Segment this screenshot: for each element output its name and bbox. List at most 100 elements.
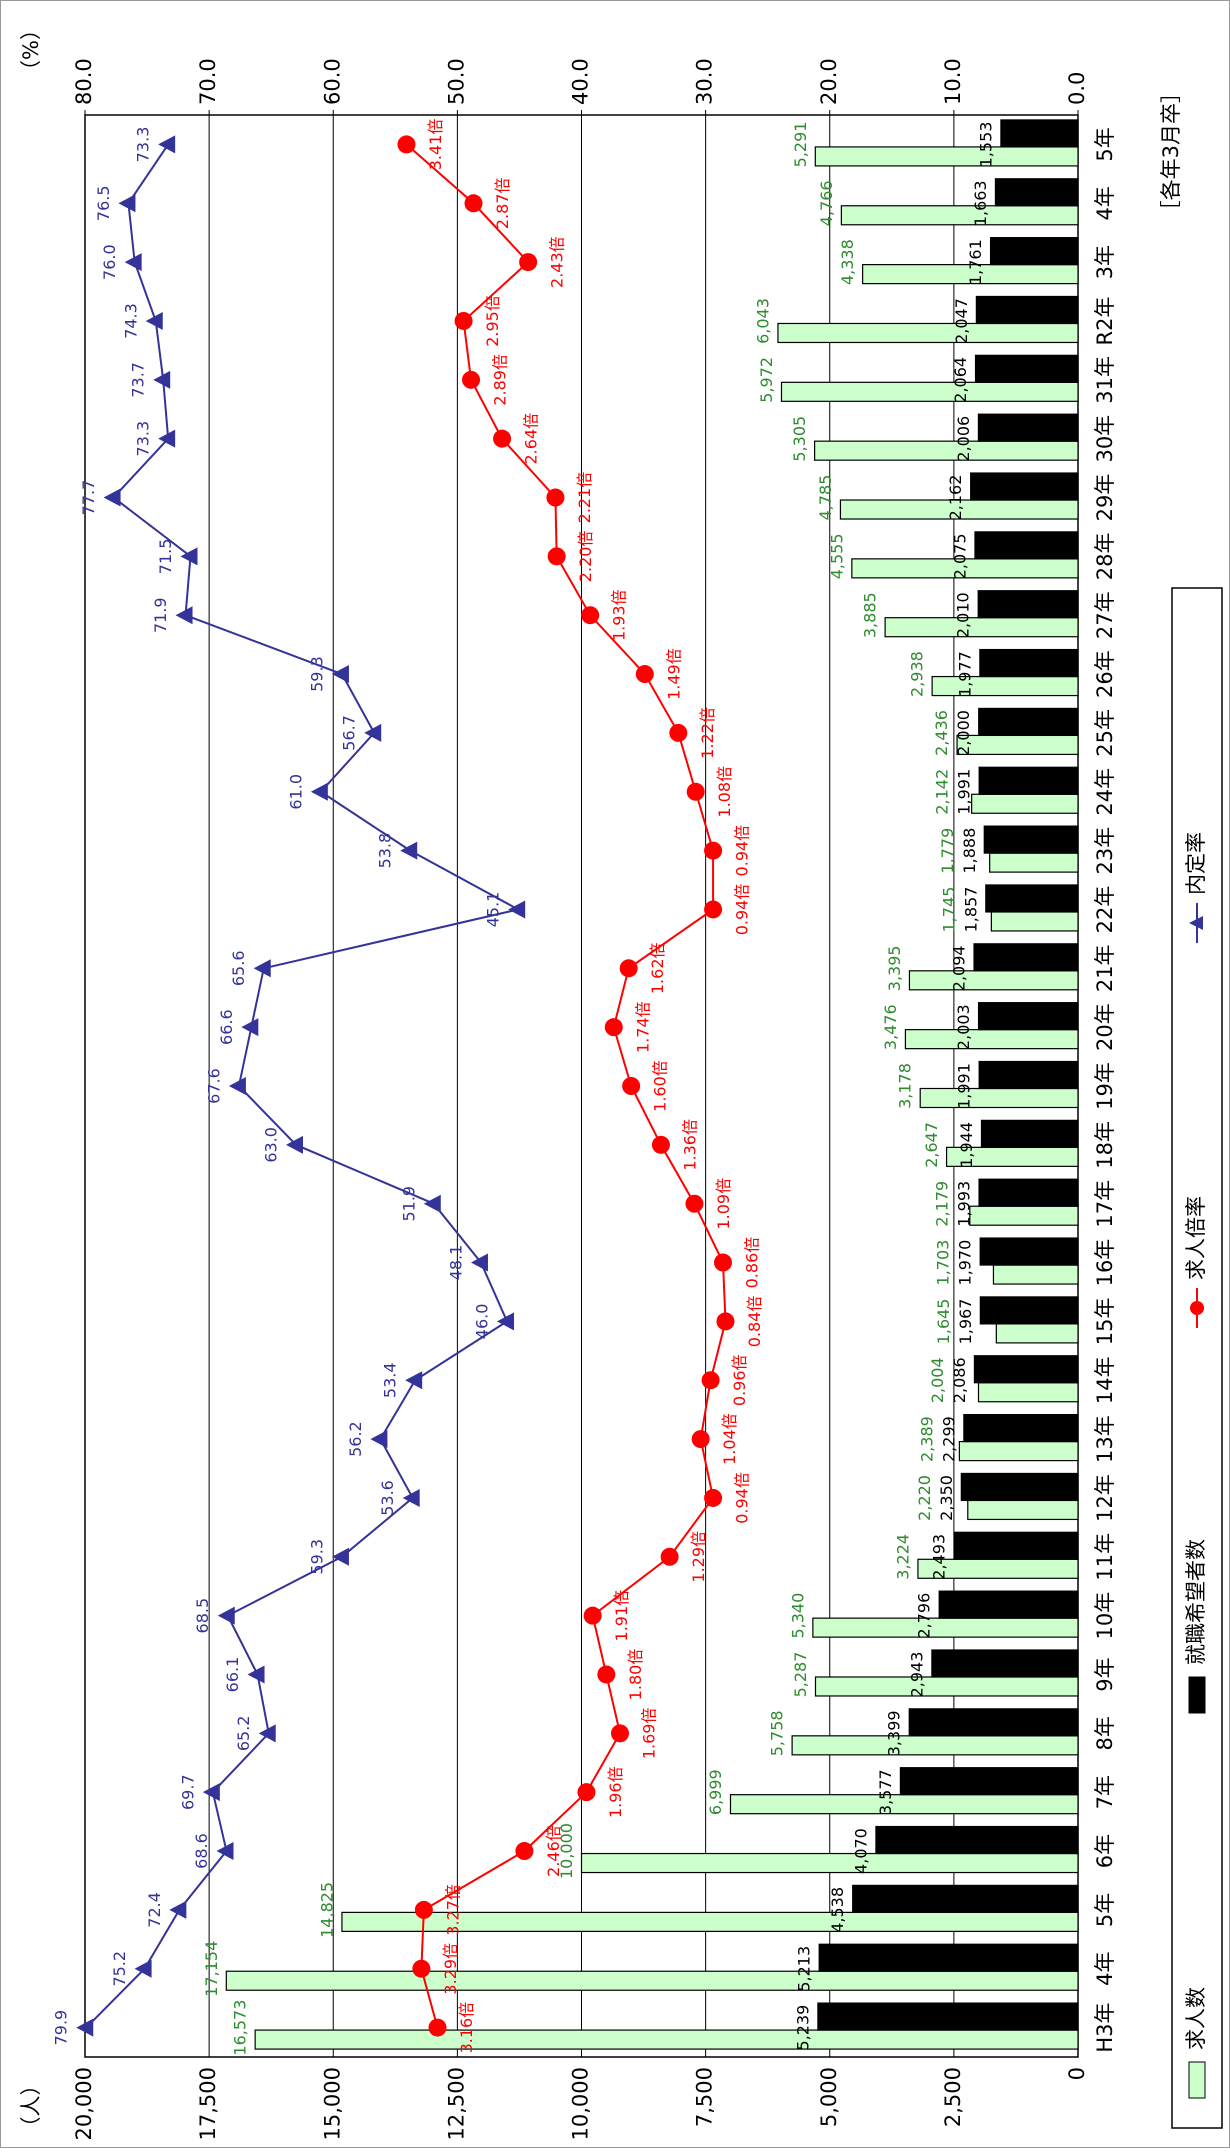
bar bbox=[977, 1382, 1079, 1403]
marker bbox=[497, 1312, 515, 1331]
x-tick-label: 30年 bbox=[1093, 415, 1117, 463]
data-label: 4,766 bbox=[817, 180, 836, 226]
data-label: 2,162 bbox=[946, 475, 965, 521]
data-label: 69.7 bbox=[178, 1774, 197, 1810]
y-tick-label: 7,500 bbox=[693, 2067, 717, 2127]
x-tick-label: 25年 bbox=[1093, 709, 1117, 757]
marker bbox=[158, 135, 176, 154]
x-tick-label: 21年 bbox=[1093, 944, 1117, 992]
marker bbox=[597, 1665, 616, 1684]
bar bbox=[989, 237, 1079, 266]
data-label: 79.9 bbox=[52, 2010, 71, 2046]
marker bbox=[400, 841, 418, 860]
data-label: 1,967 bbox=[956, 1298, 975, 1344]
data-label: 2,179 bbox=[933, 1181, 952, 1227]
bar bbox=[992, 1264, 1079, 1285]
bar bbox=[977, 1002, 1079, 1031]
bar bbox=[973, 943, 1079, 972]
x-tick-label: 4年 bbox=[1093, 186, 1117, 220]
y-tick-label: 15,000 bbox=[320, 2067, 344, 2140]
data-label: 2.95倍 bbox=[483, 295, 502, 347]
marker bbox=[145, 311, 163, 330]
bar bbox=[884, 617, 1079, 638]
x-tick-label: 18年 bbox=[1093, 1121, 1117, 1169]
data-label: 1,663 bbox=[971, 180, 990, 226]
y2-tick-label: 0.0 bbox=[1065, 72, 1089, 105]
bar bbox=[979, 1296, 1079, 1325]
x-tick-label: 20年 bbox=[1093, 1003, 1117, 1051]
data-label: 16,573 bbox=[231, 2000, 250, 2056]
data-label: 2,094 bbox=[950, 945, 969, 991]
bar bbox=[977, 590, 1079, 619]
data-label: 1.36倍 bbox=[680, 1119, 699, 1171]
bar bbox=[985, 884, 1079, 913]
legend-label: 就職希望者数 bbox=[1184, 1539, 1208, 1665]
legend-marker bbox=[1190, 1301, 1204, 1315]
bar bbox=[931, 675, 1079, 697]
bar bbox=[225, 1970, 1079, 1991]
data-label: 4,538 bbox=[828, 1887, 847, 1933]
data-label: 1,857 bbox=[961, 887, 980, 933]
marker bbox=[364, 723, 382, 742]
data-label: 0.84倍 bbox=[745, 1296, 764, 1348]
bar bbox=[814, 440, 1079, 461]
data-label: 73.3 bbox=[134, 421, 153, 457]
marker bbox=[216, 1842, 234, 1861]
bar bbox=[967, 1499, 1079, 1521]
data-label: 46.0 bbox=[473, 1304, 492, 1340]
marker bbox=[622, 1077, 641, 1095]
data-label: 53.6 bbox=[378, 1480, 397, 1516]
marker bbox=[604, 1018, 623, 1037]
marker bbox=[134, 1959, 152, 1978]
data-label: 0.94倍 bbox=[733, 884, 752, 936]
data-label: 1.93倍 bbox=[610, 589, 629, 641]
legend-label: 内定率 bbox=[1184, 832, 1208, 895]
data-label: 2,006 bbox=[954, 416, 973, 462]
bar bbox=[341, 1911, 1079, 1932]
data-label: 2,796 bbox=[915, 1593, 934, 1639]
marker bbox=[454, 311, 473, 330]
marker bbox=[462, 370, 481, 389]
marker bbox=[464, 194, 483, 213]
data-label: 73.7 bbox=[129, 362, 148, 398]
data-label: 3,476 bbox=[881, 1004, 900, 1050]
marker bbox=[228, 1077, 246, 1095]
bar bbox=[971, 793, 1079, 814]
bar bbox=[983, 825, 1079, 854]
data-label: 65.6 bbox=[229, 950, 248, 986]
data-label: 2,389 bbox=[917, 1416, 936, 1462]
data-label: 2,075 bbox=[950, 533, 969, 579]
x-tick-label: 12年 bbox=[1093, 1474, 1117, 1522]
bar bbox=[839, 499, 1079, 520]
marker bbox=[619, 959, 638, 978]
data-label: 71.5 bbox=[156, 539, 175, 575]
marker bbox=[241, 1018, 259, 1037]
y-tick-label: 12,500 bbox=[444, 2067, 468, 2140]
y2-tick-label: 10.0 bbox=[941, 58, 965, 105]
bar bbox=[580, 1852, 1079, 1874]
x-tick-label: 26年 bbox=[1093, 650, 1117, 698]
x-tick-label: 10年 bbox=[1093, 1592, 1117, 1640]
data-label: 2,003 bbox=[954, 1004, 973, 1050]
data-label: 0.94倍 bbox=[733, 1472, 752, 1524]
marker bbox=[124, 253, 142, 272]
x-tick-label: 16年 bbox=[1093, 1239, 1117, 1287]
marker bbox=[247, 1665, 265, 1684]
marker bbox=[414, 1900, 433, 1919]
data-label: 2,220 bbox=[915, 1475, 934, 1521]
marker bbox=[370, 1430, 388, 1449]
data-label: 2,943 bbox=[907, 1652, 926, 1698]
data-label: 5,291 bbox=[791, 122, 810, 168]
bar bbox=[791, 1735, 1079, 1756]
data-label: 3.16倍 bbox=[457, 2002, 476, 2054]
data-label: 1,977 bbox=[955, 651, 974, 697]
marker bbox=[310, 782, 328, 801]
marker bbox=[402, 1488, 420, 1507]
data-label: 2,299 bbox=[939, 1416, 958, 1462]
legend-marker bbox=[1189, 916, 1203, 930]
x-tick-label: 7年 bbox=[1093, 1775, 1117, 1809]
data-label: 2.21倍 bbox=[575, 472, 594, 524]
data-label: 14,825 bbox=[317, 1882, 336, 1938]
bar bbox=[978, 707, 1079, 737]
